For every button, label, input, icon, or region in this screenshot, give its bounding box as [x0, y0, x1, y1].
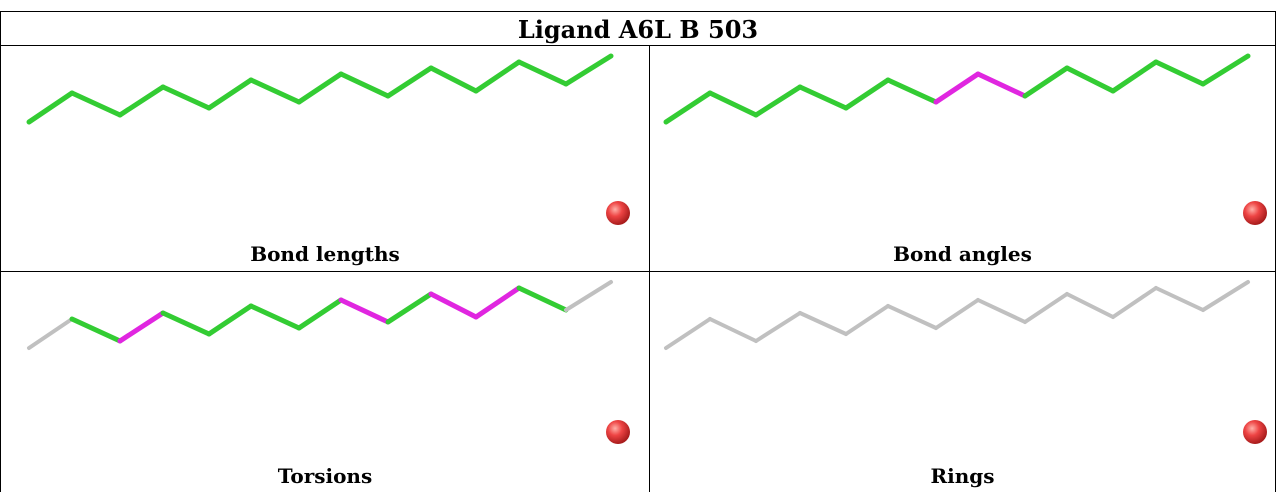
bond-segment	[843, 77, 891, 111]
bond-segment	[1022, 65, 1070, 99]
molecule-bond-lengths	[26, 53, 630, 225]
bond-segment	[117, 310, 166, 344]
bond-segment	[1153, 59, 1206, 87]
bond-segment	[1111, 286, 1158, 319]
column-divider	[649, 45, 650, 492]
bond-segment	[516, 285, 569, 313]
bond-segment	[663, 90, 713, 125]
bond-segment	[1154, 286, 1205, 312]
bond-segment	[664, 317, 712, 350]
bond-segment	[1023, 292, 1069, 324]
bond-segment	[206, 303, 254, 337]
bond-segment	[1201, 280, 1250, 312]
water-atom	[606, 201, 630, 225]
bond-segment	[160, 310, 212, 337]
water-atom	[1243, 420, 1267, 444]
bond-segment	[338, 297, 391, 325]
caption-bond-angles: Bond angles	[893, 242, 1032, 266]
bond-segment	[428, 65, 479, 94]
row-divider	[0, 271, 1276, 272]
caption-torsions: Torsions	[277, 464, 373, 488]
bond-segment	[1064, 65, 1116, 94]
bond-segment	[428, 291, 479, 320]
bond-segment	[296, 297, 344, 331]
bond-segment	[707, 90, 759, 118]
bond-segment	[1110, 59, 1159, 94]
bond-segment	[798, 311, 848, 336]
water-atom	[1243, 201, 1267, 225]
molecule-torsions	[27, 280, 630, 444]
bond-segment	[206, 77, 254, 111]
bond-segment	[754, 311, 802, 343]
bond-segment	[708, 317, 758, 343]
bond-segment	[975, 71, 1028, 99]
bond-segment	[248, 77, 302, 105]
molecule-rings	[664, 280, 1267, 444]
bond-segment	[886, 304, 938, 330]
bond-segment	[27, 317, 74, 350]
bond-segment	[563, 53, 614, 87]
bond-segment	[160, 84, 212, 111]
bond-segment	[1065, 292, 1115, 319]
bond-segment	[296, 71, 344, 105]
bond-segment	[385, 65, 434, 99]
bond-segment	[797, 84, 849, 111]
title-row: Ligand A6L B 503	[0, 11, 1276, 46]
bond-segment	[69, 90, 123, 118]
bond-segment	[26, 90, 75, 125]
bond-segment	[1200, 53, 1251, 87]
bond-segment	[248, 303, 302, 331]
bond-segment	[885, 77, 939, 105]
bond-segment	[934, 298, 980, 330]
bond-segment	[976, 298, 1027, 324]
title-divider	[0, 45, 1276, 46]
bond-segment	[564, 280, 613, 312]
panel-rings: Rings	[650, 272, 1275, 492]
caption-rings: Rings	[930, 464, 995, 488]
caption-bond-lengths: Bond lengths	[250, 242, 400, 266]
bond-segment	[117, 84, 166, 118]
bond-segment	[338, 71, 391, 99]
bond-segment	[69, 316, 123, 344]
bond-segment	[844, 304, 890, 336]
panel-bond-angles: Bond angles	[650, 46, 1275, 271]
bond-segment	[933, 71, 981, 105]
bond-segment	[473, 285, 522, 320]
panel-torsions: Torsions	[1, 272, 649, 492]
figure-title: Ligand A6L B 503	[517, 14, 759, 44]
bond-segment	[385, 291, 434, 325]
bond-segment	[753, 84, 803, 118]
bond-segment	[516, 59, 569, 87]
molecule-bond-angles	[663, 53, 1267, 225]
bond-segment	[473, 59, 522, 94]
top-border	[0, 11, 1276, 12]
water-atom	[606, 420, 630, 444]
panel-bond-lengths: Bond lengths	[1, 46, 649, 271]
